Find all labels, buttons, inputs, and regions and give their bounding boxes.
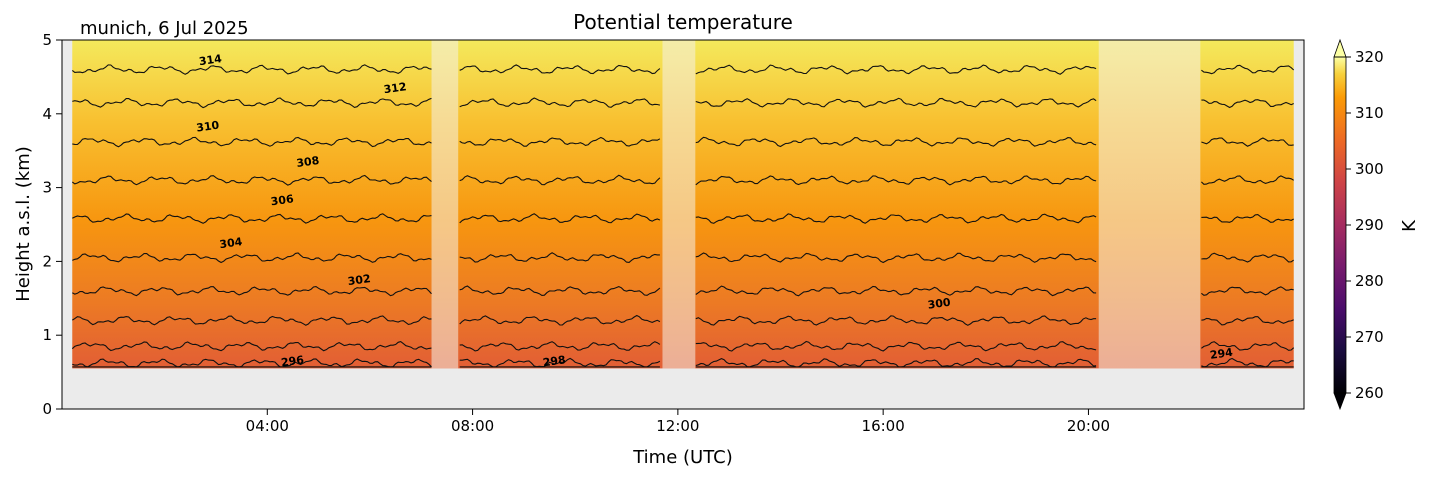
colorbar-gradient — [1334, 57, 1346, 393]
contour-label-312: 312 — [383, 80, 408, 96]
colorbar-tick-label: 270 — [1355, 328, 1384, 346]
data-gaps — [431, 40, 1201, 369]
isotherm-306 — [72, 213, 1294, 224]
colorbar: 260 270 280 290 300 310 320 K — [1333, 38, 1420, 411]
contour-label-314: 314 — [198, 52, 223, 68]
colorbar-tick-label: 320 — [1355, 48, 1384, 66]
colorbar-max-extend — [1333, 38, 1347, 58]
contour-label-310: 310 — [196, 118, 221, 134]
y-tick-label: 3 — [42, 179, 52, 197]
isotherm-308 — [71, 174, 1294, 186]
contour-label-308: 308 — [296, 154, 321, 170]
x-tick-label: 12:00 — [656, 417, 699, 435]
y-tick-label: 4 — [42, 105, 52, 123]
contour-label-296: 296 — [280, 353, 305, 369]
y-axis-ticks: 0 1 2 3 4 5 — [42, 31, 62, 418]
colorbar-tick-label: 260 — [1355, 384, 1384, 402]
contour-label-300: 300 — [927, 296, 952, 312]
colorbar-tick-label: 290 — [1355, 216, 1384, 234]
isotherm-304 — [72, 252, 1295, 264]
isotherm-314 — [71, 64, 1295, 75]
y-tick-label: 1 — [42, 326, 52, 344]
contour-labels: 314 312 310 308 306 304 302 300 298 296 294 — [196, 52, 1235, 369]
y-tick-label: 2 — [42, 252, 52, 270]
isotherm-312 — [72, 97, 1294, 109]
data-gap-2 — [1098, 40, 1201, 369]
isotherm-302 — [72, 285, 1294, 297]
contour-label-302: 302 — [347, 272, 372, 288]
isotherm-310 — [72, 136, 1294, 148]
contour-label-298: 298 — [542, 353, 567, 369]
y-tick-label: 5 — [42, 31, 52, 49]
x-axis-ticks: 04:00 08:00 12:00 16:00 20:00 — [246, 409, 1110, 435]
location-date: munich, 6 Jul 2025 — [80, 18, 249, 39]
y-tick-label: 0 — [42, 400, 52, 418]
x-tick-label: 04:00 — [246, 417, 289, 435]
y-axis-label: Height a.s.l. (km) — [13, 146, 34, 302]
colorbar-label: K — [1399, 219, 1420, 232]
x-tick-label: 20:00 — [1067, 417, 1110, 435]
contour-label-294: 294 — [1209, 346, 1234, 362]
isotherm-contours — [71, 64, 1295, 368]
isotherm-300 — [72, 314, 1294, 326]
isotherm-298 — [71, 340, 1295, 352]
chart-title: Potential temperature — [573, 10, 793, 34]
isotherm-296 — [72, 357, 1294, 368]
data-gap-1 — [662, 40, 696, 369]
colorbar-tick-label: 310 — [1355, 104, 1384, 122]
x-tick-label: 08:00 — [451, 417, 494, 435]
plot-frame — [61, 39, 1305, 410]
colorbar-tick-label: 280 — [1355, 272, 1384, 290]
x-tick-label: 16:00 — [862, 417, 905, 435]
colorbar-tick-label: 300 — [1355, 160, 1384, 178]
contour-label-306: 306 — [270, 192, 295, 208]
data-gap-0 — [431, 40, 459, 369]
colorbar-min-extend — [1333, 392, 1347, 411]
x-axis-label: Time (UTC) — [632, 447, 733, 468]
contour-label-304: 304 — [219, 235, 244, 251]
colorbar-ticks: 260 270 280 290 300 310 320 — [1346, 48, 1384, 402]
